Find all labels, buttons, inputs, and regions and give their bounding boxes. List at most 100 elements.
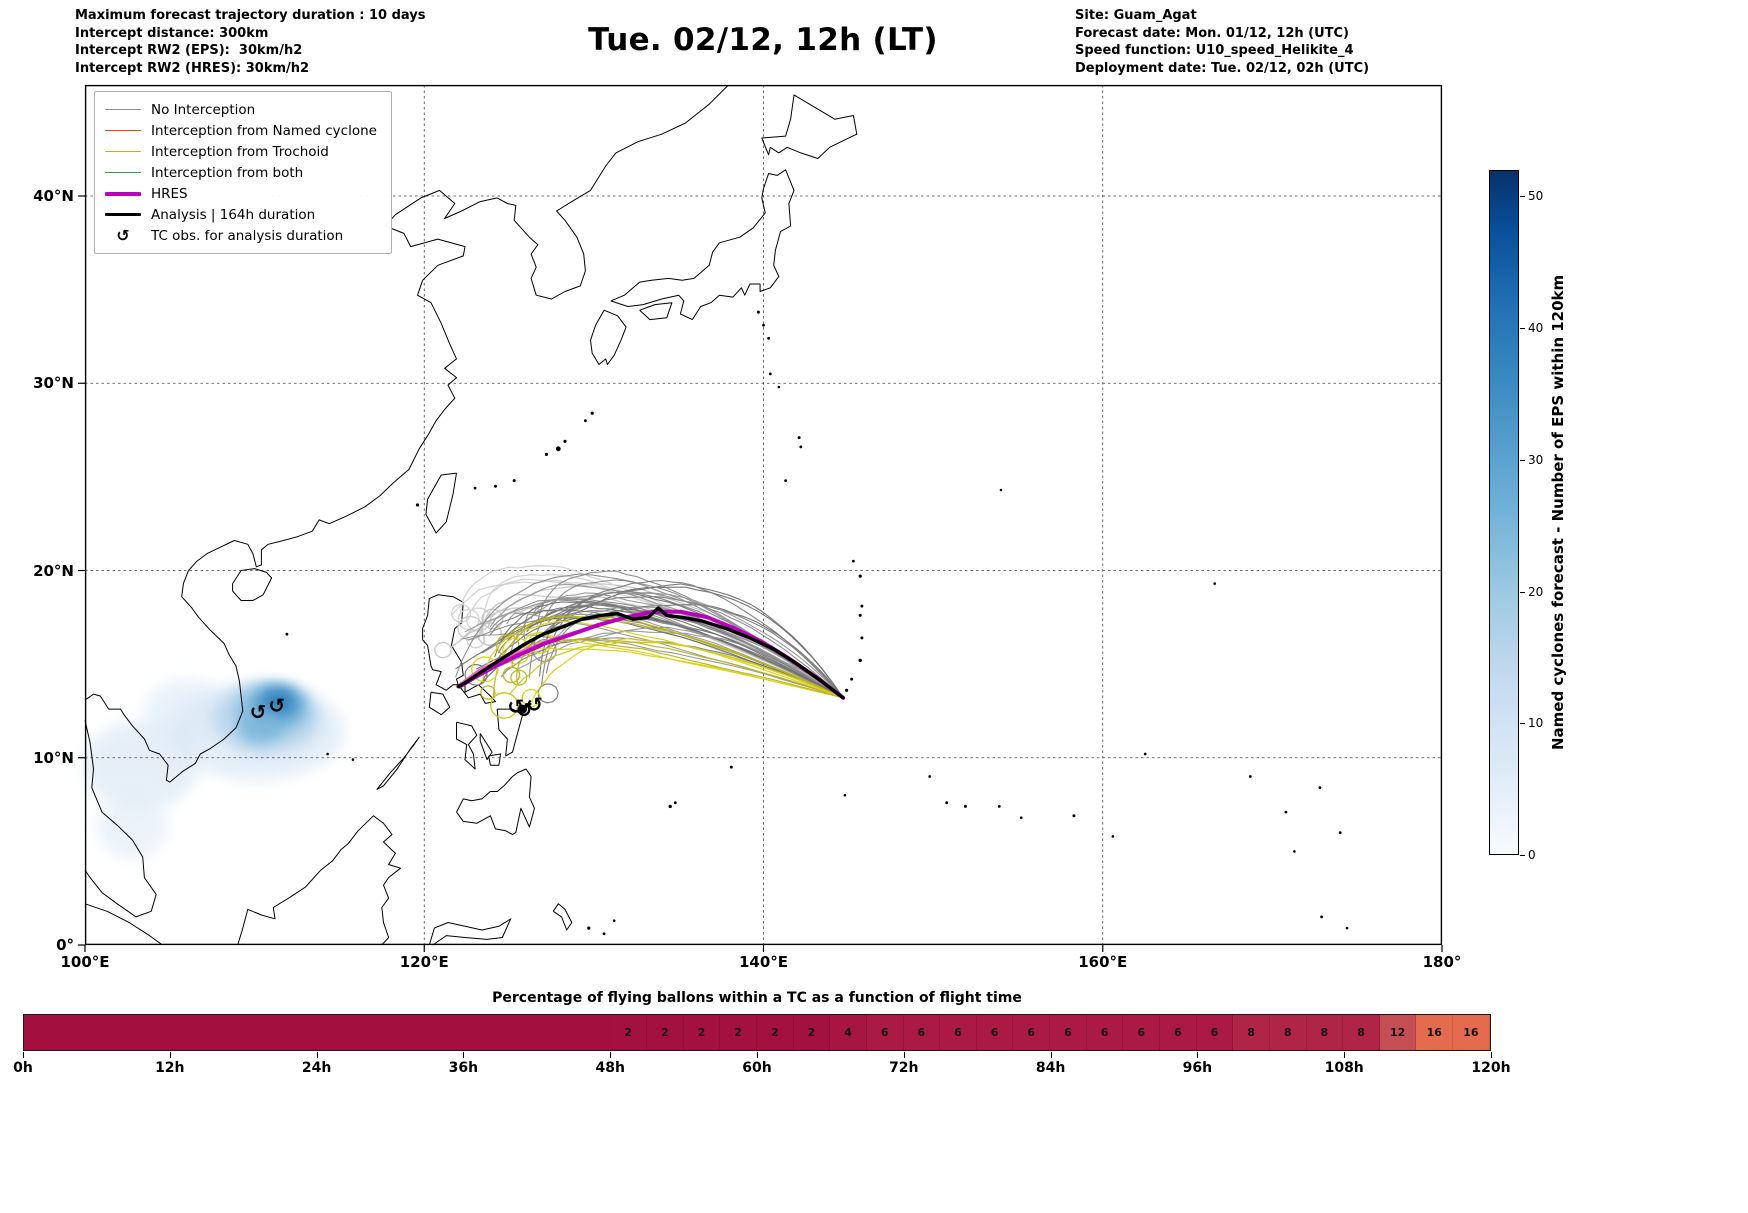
strip-segment: 6 (1050, 1015, 1087, 1050)
legend-line-sample (105, 150, 141, 153)
strip-segment: 8 (1343, 1015, 1380, 1050)
ensemble-track-gray (539, 591, 844, 699)
strip-segment: 6 (940, 1015, 977, 1050)
island-dot (473, 486, 477, 490)
y-tick-label: 20°N (33, 561, 74, 580)
island-dot (850, 677, 854, 681)
strip-tickmark (757, 1052, 758, 1058)
island-dot (326, 752, 329, 756)
island-dot (1320, 915, 1323, 919)
info-line: Maximum forecast trajectory duration : 1… (75, 8, 426, 23)
legend-item: Interception from Trochoid (105, 141, 377, 162)
ensemble-track-gray (537, 590, 844, 704)
island-dot (963, 804, 967, 808)
coastline (422, 594, 496, 704)
island-dot (512, 479, 516, 483)
info-line: Deployment date: Tue. 02/12, 02h (UTC) (1075, 60, 1370, 76)
legend-line-sample (105, 129, 141, 132)
island-dot (285, 632, 289, 636)
x-tick-label: 140°E (738, 953, 789, 971)
island-dot (1020, 816, 1023, 819)
page-title: Tue. 02/12, 12h (LT) (588, 22, 938, 58)
ensemble-track-gray (498, 616, 844, 699)
cyclone-density-blob (144, 679, 230, 747)
strip-tickmark (23, 1052, 24, 1058)
legend-item: ↺ TC obs. for analysis duration (105, 225, 377, 246)
island-dot (860, 604, 864, 608)
legend-label: HRES (151, 185, 188, 202)
x-tick-label: 120°E (399, 953, 449, 971)
info-line: Intercept RW2 (EPS): 30km/h2 (75, 43, 303, 58)
ensemble-track-gray (494, 601, 844, 699)
island-dot (668, 804, 672, 809)
coastline (456, 768, 535, 835)
strip-segment: 6 (1123, 1015, 1160, 1050)
legend-label: Interception from Named cyclone (151, 122, 377, 139)
coastline (84, 903, 162, 945)
strip-tick-label: 120h (1471, 1060, 1511, 1076)
coastline (639, 302, 673, 321)
ensemble-track-gray (530, 598, 844, 699)
info-block-right: Site: Guam_Agat Forecast date: Mon. 01/12… (1075, 7, 1369, 77)
strip-tick-label: 72h (889, 1060, 919, 1076)
strip-segment: 2 (647, 1015, 684, 1050)
island-dot (351, 758, 355, 761)
legend-item: Interception from both (105, 162, 377, 183)
colorbar-tick-label: 30 (1528, 452, 1544, 467)
legend-line-sample (105, 171, 141, 174)
legend-sample (105, 108, 141, 111)
strip-title: Percentage of flying ballons within a TC… (492, 990, 1022, 1006)
island-dot (544, 452, 548, 456)
strip-segment: 6 (976, 1015, 1014, 1050)
island-dot (602, 932, 606, 936)
legend-label: Interception from Trochoid (151, 143, 329, 160)
strip-segment: 8 (1306, 1015, 1344, 1050)
ensemble-track-gray (499, 605, 844, 699)
strip-tick-label: 12h (155, 1060, 185, 1076)
coastline (425, 472, 457, 534)
legend-sample (105, 212, 141, 217)
info-line: Intercept distance: 300km (75, 25, 269, 41)
island-dot (1072, 814, 1076, 818)
island-dot (858, 658, 862, 663)
strip-segment: 8 (1269, 1015, 1307, 1050)
legend-label: Analysis | 164h duration (151, 206, 316, 223)
island-dot (858, 574, 862, 578)
legend-item: Interception from Named cyclone (105, 120, 377, 141)
strip-tick-label: 0h (13, 1060, 33, 1076)
coastline (496, 85, 729, 300)
tc-obs-symbol: ↺ (507, 694, 524, 718)
strip-segment-base (24, 1015, 611, 1050)
legend-label: Interception from both (151, 164, 304, 181)
tc-obs-symbol: ↺ (516, 698, 533, 722)
legend-line-sample (105, 212, 141, 217)
strip-tickmark (1491, 1052, 1492, 1058)
coastline (479, 733, 493, 761)
coastline (84, 720, 157, 918)
strip-tick-label: 24h (301, 1060, 332, 1076)
ensemble-track-gray (516, 626, 844, 699)
map-plot: ↺ ↺ ↺↺↺ (78, 84, 1443, 952)
map-legend: No Interception Interception from Named c… (94, 91, 392, 254)
island-dot (852, 559, 855, 563)
strip-tickmark (1050, 1052, 1052, 1058)
colorbar-tickmark (1520, 855, 1525, 856)
legend-item: HRES (105, 183, 377, 204)
legend-sample (105, 171, 141, 174)
island-dot (590, 411, 594, 415)
info-line: Speed function: U10_speed_Helikite_4 (1075, 43, 1354, 58)
tc-obs-symbol: ↺ (268, 693, 285, 717)
info-line: Site: Guam_Agat (1075, 8, 1197, 23)
strip-tickmark (1197, 1052, 1199, 1058)
colorbar-tickmark (1520, 328, 1525, 330)
strip-segment: 16 (1416, 1015, 1454, 1050)
coastline (428, 918, 512, 946)
balloon-strip: 2 2 2 2 2 2 4 6 6 6 6 6 6 6 6 6 6 8 8 8 8 12 16 16 (23, 1014, 1491, 1051)
ensemble-track-gray (509, 592, 844, 699)
strip-tick-label: 108h (1324, 1060, 1364, 1076)
island-dot (860, 636, 864, 640)
island-dot (777, 385, 781, 389)
island-dot (1111, 835, 1115, 838)
coastline (761, 94, 858, 159)
legend-sample (105, 129, 141, 132)
